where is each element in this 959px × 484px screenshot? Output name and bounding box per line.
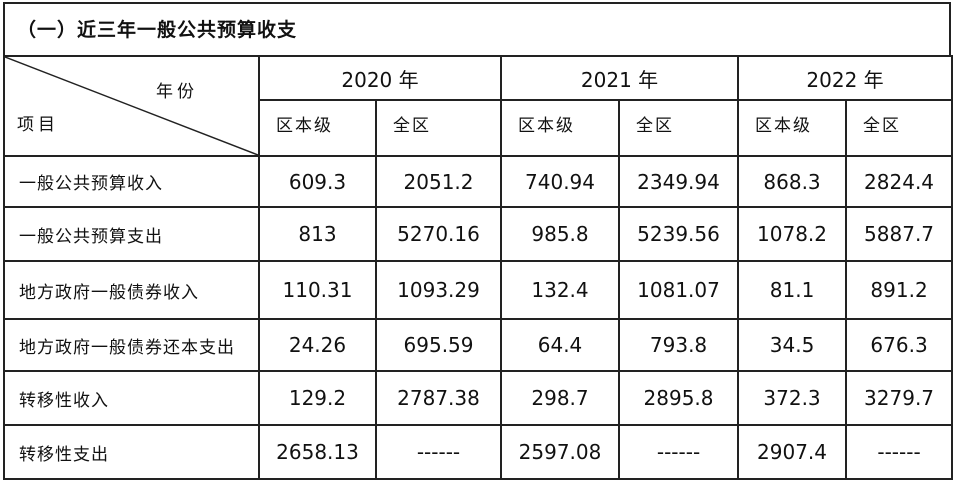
subheader-whole-district: 全区 <box>618 99 740 157</box>
corner-header-cell: 年份 项目 <box>3 55 260 157</box>
value-cell: 740.94 <box>500 155 621 208</box>
value-cell: 985.8 <box>500 206 621 262</box>
value-cell: 793.8 <box>618 318 740 372</box>
value-cell: 132.4 <box>500 260 621 320</box>
subheader-whole-district: 全区 <box>845 99 954 157</box>
value-cell: 110.31 <box>258 260 377 320</box>
value-cell: ------ <box>618 424 740 480</box>
value-cell: 2787.38 <box>374 370 503 426</box>
row-label: 转移性支出 <box>3 424 260 480</box>
value-cell: 813 <box>258 206 377 262</box>
value-cell: 5239.56 <box>618 206 740 262</box>
value-cell: 24.26 <box>258 318 377 372</box>
value-cell: 2895.8 <box>618 370 740 426</box>
value-cell: 34.5 <box>737 318 848 372</box>
value-cell: 2349.94 <box>618 155 740 208</box>
value-cell: 372.3 <box>737 370 848 426</box>
table-row: 转移性支出 2658.13 ------ 2597.08 ------ 2907.4 ---… <box>3 424 954 480</box>
value-cell: 5270.16 <box>374 206 503 262</box>
value-cell: 64.4 <box>500 318 621 372</box>
subheader-district-level: 区本级 <box>258 99 377 157</box>
value-cell: 2824.4 <box>845 155 954 208</box>
corner-item-label: 项目 <box>17 115 59 135</box>
row-label: 转移性收入 <box>3 370 260 426</box>
value-cell: 1093.29 <box>374 260 503 320</box>
subheader-district-level: 区本级 <box>500 99 621 157</box>
budget-table-container: （一）近三年一般公共预算收支 年份 项目 2020 年 2021 年 2022 … <box>3 2 954 480</box>
value-cell: 1081.07 <box>618 260 740 320</box>
value-cell: ------ <box>845 424 954 480</box>
row-label: 一般公共预算收入 <box>3 155 260 208</box>
row-label: 一般公共预算支出 <box>3 206 260 262</box>
value-cell: 2658.13 <box>258 424 377 480</box>
table-row: 一般公共预算收入 609.3 2051.2 740.94 2349.94 868.3 282… <box>3 155 954 208</box>
value-cell: 2051.2 <box>374 155 503 208</box>
value-cell: 129.2 <box>258 370 377 426</box>
row-label: 地方政府一般债券收入 <box>3 260 260 320</box>
diagonal-divider <box>5 57 258 155</box>
value-cell: 695.59 <box>374 318 503 372</box>
table-row: 一般公共预算支出 813 5270.16 985.8 5239.56 1078.2 5887… <box>3 206 954 262</box>
value-cell: 3279.7 <box>845 370 954 426</box>
value-cell: ------ <box>374 424 503 480</box>
corner-year-label: 年份 <box>156 82 198 102</box>
value-cell: 609.3 <box>258 155 377 208</box>
value-cell: 1078.2 <box>737 206 848 262</box>
value-cell: 2597.08 <box>500 424 621 480</box>
subheader-whole-district: 全区 <box>374 99 503 157</box>
value-cell: 2907.4 <box>737 424 848 480</box>
value-cell: 868.3 <box>737 155 848 208</box>
year-header-2022: 2022 年 <box>737 55 954 101</box>
row-label: 地方政府一般债券还本支出 <box>3 318 260 372</box>
year-header-2021: 2021 年 <box>500 55 740 101</box>
table-title: （一）近三年一般公共预算收支 <box>3 2 951 55</box>
subheader-district-level: 区本级 <box>737 99 848 157</box>
table-row: 地方政府一般债券还本支出 24.26 695.59 64.4 793.8 34.5 676.… <box>3 318 954 372</box>
value-cell: 891.2 <box>845 260 954 320</box>
table-row: 转移性收入 129.2 2787.38 298.7 2895.8 372.3 3279.7 <box>3 370 954 426</box>
year-header-2020: 2020 年 <box>257 55 503 101</box>
value-cell: 676.3 <box>845 318 954 372</box>
value-cell: 81.1 <box>737 260 848 320</box>
value-cell: 298.7 <box>500 370 621 426</box>
value-cell: 5887.7 <box>845 206 954 262</box>
table-row: 地方政府一般债券收入 110.31 1093.29 132.4 1081.07 81.1 8… <box>3 260 954 320</box>
budget-table: 年份 项目 2020 年 2021 年 2022 年 区本级 全区 区本级 全区… <box>3 55 954 480</box>
